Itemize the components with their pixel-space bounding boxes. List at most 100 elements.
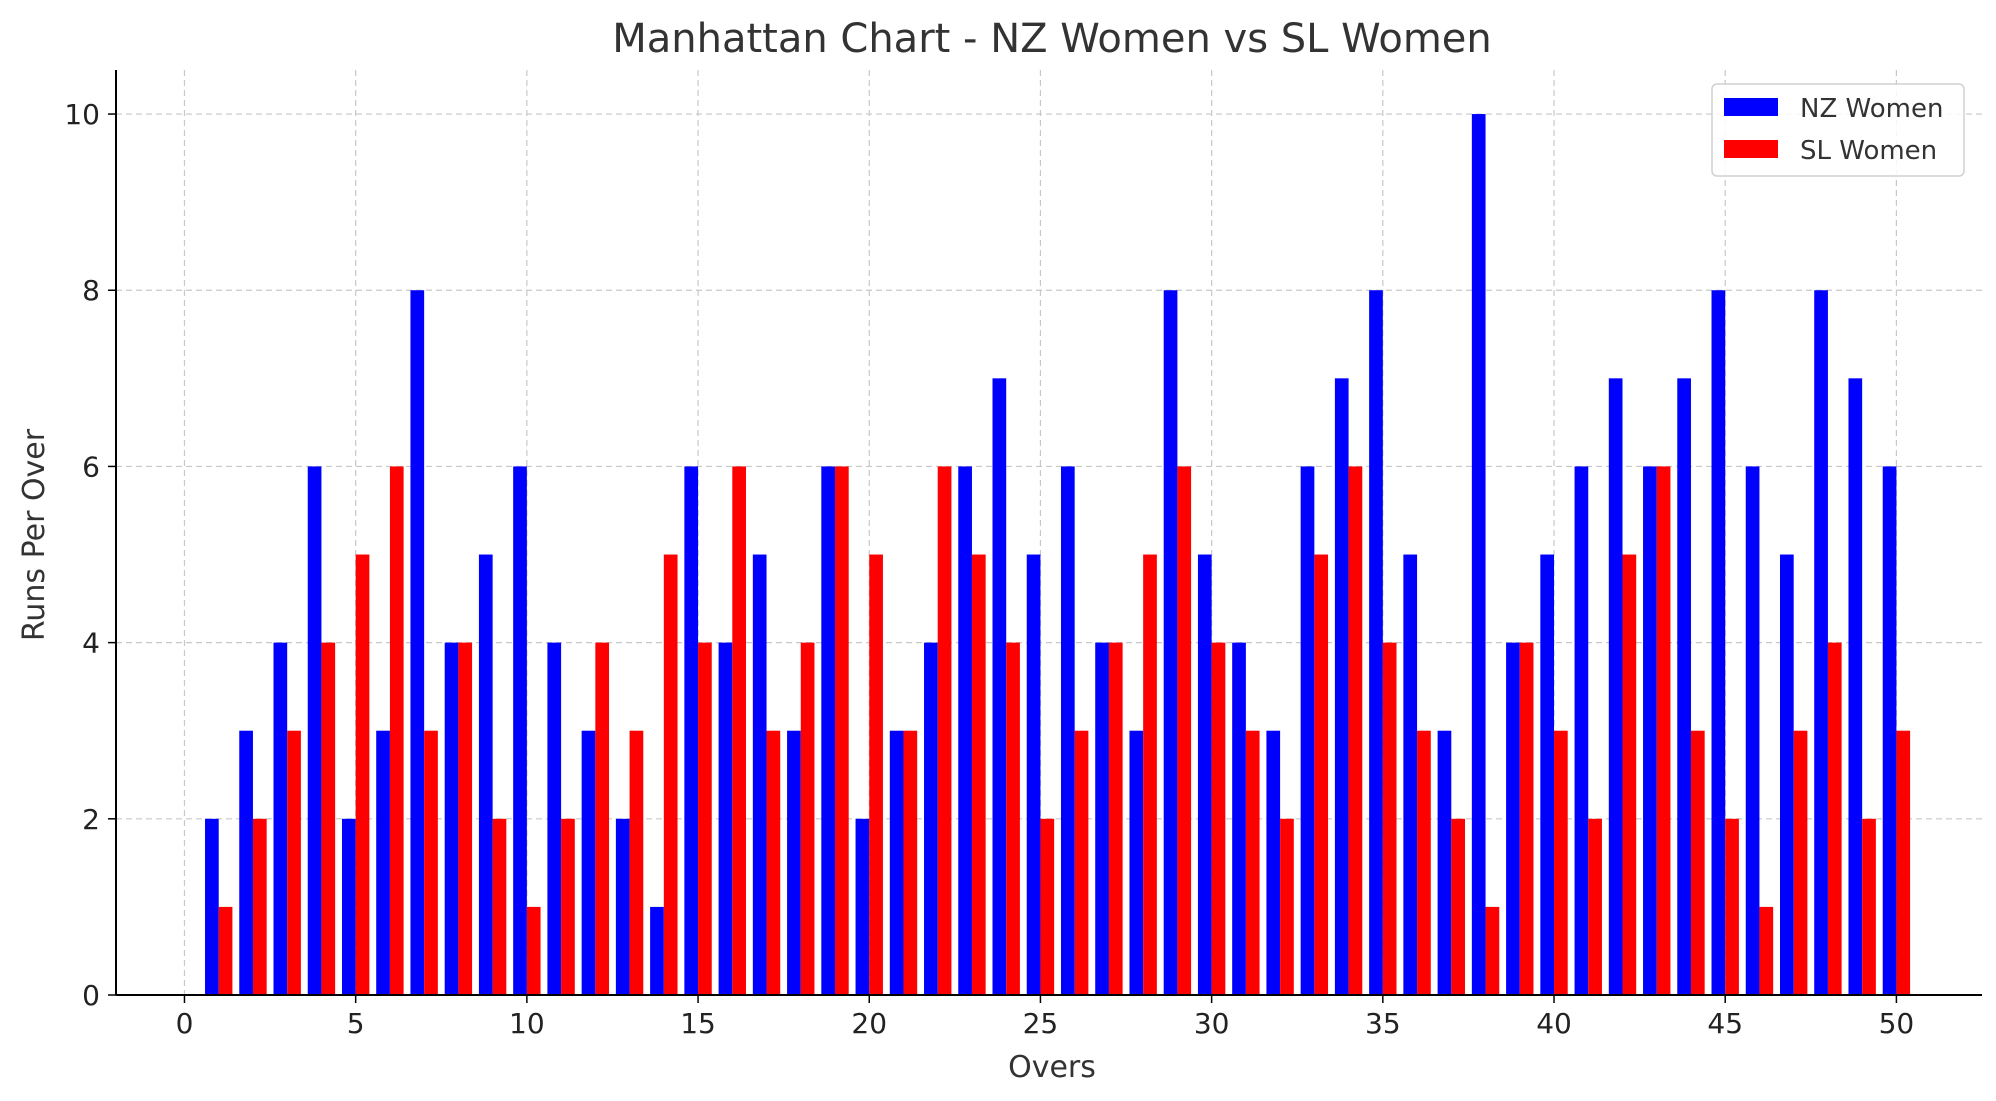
bar-sl-women (1690, 730, 1705, 995)
bar-sl-women (1211, 642, 1226, 995)
bar-nz-women (1471, 114, 1486, 996)
bar-nz-women (1163, 290, 1178, 995)
x-axis-label: Overs (1008, 1050, 1096, 1085)
bar-sl-women (1896, 730, 1911, 995)
bar-sl-women (458, 642, 473, 995)
y-axis-label: Runs Per Over (17, 428, 52, 641)
y-tick-label: 10 (64, 98, 100, 131)
bar-nz-women (752, 554, 767, 995)
x-axis-ticks: 0 5 10 15 20 25 30 35 40 45 50 (176, 995, 1915, 1040)
legend-label-nz-women: NZ Women (1800, 94, 1943, 124)
bar-sl-women (732, 466, 746, 995)
bar-sl-women (1588, 818, 1602, 995)
bar-sl-women (1074, 730, 1089, 995)
x-tick-label: 20 (851, 1007, 887, 1040)
bar-nz-women (787, 730, 801, 995)
y-tick-label: 2 (82, 803, 100, 836)
bar-nz-women (889, 730, 904, 995)
bar-sl-women (1280, 818, 1294, 995)
x-tick-label: 30 (1194, 1007, 1230, 1040)
y-tick-label: 8 (82, 274, 100, 307)
bar-nz-women (1779, 554, 1794, 995)
bar-nz-women (1540, 554, 1555, 995)
x-tick-label: 35 (1365, 1007, 1401, 1040)
bar-nz-women (1026, 554, 1041, 995)
bar-nz-women (718, 642, 733, 995)
x-tick-label: 25 (1023, 1007, 1059, 1040)
chart-title: Manhattan Chart - NZ Women vs SL Women (612, 16, 1492, 62)
bar-nz-women (615, 818, 630, 995)
bar-sl-women (1451, 818, 1465, 995)
bar-sl-women (389, 466, 404, 995)
bar-sl-women (1862, 818, 1876, 995)
bar-nz-women (1882, 466, 1897, 995)
x-tick-label: 0 (176, 1007, 194, 1040)
bar-nz-women (1369, 290, 1383, 995)
bar-sl-women (1040, 818, 1055, 995)
bar-sl-women (1314, 554, 1329, 995)
bar-nz-women (684, 466, 699, 995)
bar-sl-women (1622, 554, 1637, 995)
bar-nz-women (855, 818, 870, 995)
bar-sl-women (1554, 730, 1568, 995)
x-tick-label: 45 (1707, 1007, 1743, 1040)
bar-nz-women (478, 554, 493, 995)
x-tick-label: 10 (509, 1007, 545, 1040)
bar-nz-women (1677, 378, 1691, 995)
bar-nz-women (1095, 642, 1109, 995)
bar-sl-women (355, 554, 370, 995)
bar-sl-women (1725, 818, 1739, 995)
bar-nz-women (410, 290, 425, 995)
bar-sl-women (1793, 730, 1808, 995)
bar-nz-women (547, 642, 562, 995)
bar-sl-women (1759, 906, 1774, 995)
bar-sl-women (321, 642, 336, 995)
bar-nz-women (1574, 466, 1589, 995)
bar-nz-women (205, 818, 219, 995)
y-tick-label: 6 (82, 450, 100, 483)
bar-sl-women (424, 730, 438, 995)
y-tick-label: 4 (82, 627, 100, 660)
bar-nz-women (513, 466, 527, 995)
bar-nz-women (273, 642, 288, 995)
bar-nz-women (1437, 730, 1452, 995)
bar-nz-women (992, 378, 1007, 995)
bar-nz-women (1814, 290, 1828, 995)
bar-sl-women (903, 730, 918, 995)
bar-nz-women (1745, 466, 1760, 995)
y-tick-label: 0 (82, 979, 100, 1012)
bar-nz-women (1334, 378, 1349, 995)
bar-nz-women (1232, 642, 1246, 995)
bar-nz-women (1060, 466, 1075, 995)
bar-nz-women (821, 466, 836, 995)
bar-nz-women (924, 642, 938, 995)
bar-sl-women (252, 818, 267, 995)
bar-sl-women (1143, 554, 1157, 995)
bar-nz-women (376, 730, 390, 995)
bar-sl-women (1519, 642, 1534, 995)
bar-nz-women (1848, 378, 1863, 995)
bar-sl-women (869, 554, 883, 995)
bar-nz-women (650, 906, 664, 995)
bar-sl-women (937, 466, 952, 995)
legend-swatch-nz-women (1724, 98, 1778, 116)
bar-sl-women (835, 466, 849, 995)
bar-nz-women (1643, 466, 1657, 995)
bar-sl-women (287, 730, 301, 995)
bar-sl-women (629, 730, 644, 995)
bar-sl-women (1177, 466, 1192, 995)
bar-nz-women (1300, 466, 1315, 995)
bar-sl-women (971, 554, 986, 995)
bar-nz-women (239, 730, 253, 995)
bar-sl-women (800, 642, 815, 995)
bar-sl-women (698, 642, 712, 995)
bar-sl-women (526, 906, 541, 995)
x-tick-label: 15 (680, 1007, 716, 1040)
x-tick-label: 50 (1879, 1007, 1915, 1040)
bar-nz-women (341, 818, 356, 995)
bar-nz-women (307, 466, 322, 995)
bar-sl-women (1382, 642, 1397, 995)
legend: NZ Women SL Women (1711, 83, 1965, 177)
bar-sl-women (1417, 730, 1431, 995)
legend-swatch-sl-women (1724, 140, 1778, 158)
